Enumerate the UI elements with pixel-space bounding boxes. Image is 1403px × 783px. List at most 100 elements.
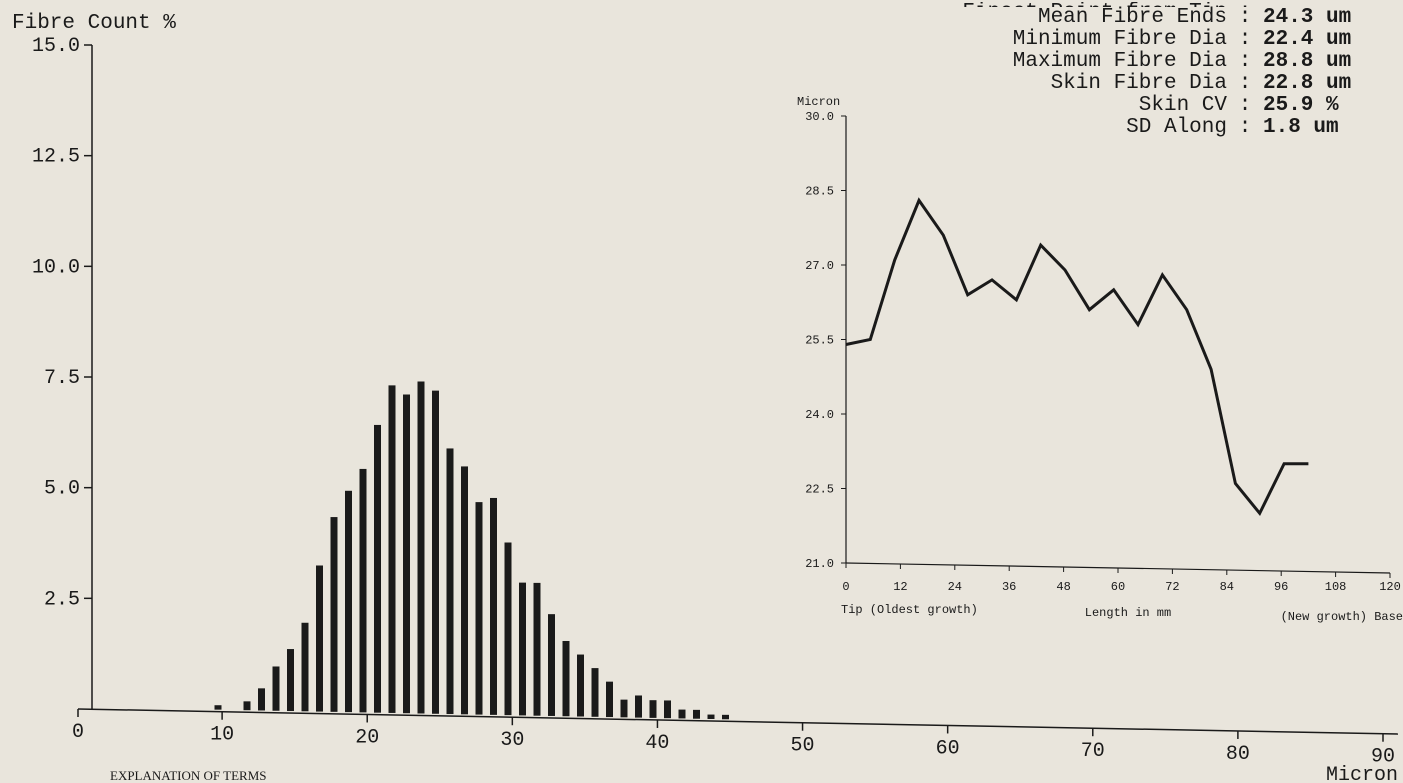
inset-y-axis-title: Micron <box>797 95 840 109</box>
inset-x-tick-label: 84 <box>1220 580 1234 594</box>
y-tick-label: 10.0 <box>32 256 80 279</box>
x-tick-label: 0 <box>72 721 84 744</box>
diameter-profile-chart: Micron 21.0 22.5 24.0 25.5 27.0 28.5 30.0 0 12 24 3… <box>797 95 1403 624</box>
footer-text: EXPLANATION OF TERMS <box>110 768 267 783</box>
inset-x-tick-label: 0 <box>842 580 849 594</box>
y-tick-label: 15.0 <box>32 35 80 58</box>
histogram-bar <box>359 468 367 713</box>
histogram-bar <box>649 700 657 718</box>
stat-separator: : <box>1238 28 1252 51</box>
inset-x-tick-label: 120 <box>1379 580 1401 594</box>
x-axis-title: Micron <box>1326 764 1398 783</box>
x-tick-label: 70 <box>1081 740 1105 763</box>
inset-x-label-base: (New growth) Base <box>1281 610 1403 624</box>
stat-separator: : <box>1238 94 1252 117</box>
stats-panel: Finest Point from Tip : Mean Fibre Ends … <box>962 2 1375 139</box>
inset-y-tick-label: 24.0 <box>805 408 834 422</box>
x-tick-label: 20 <box>355 726 379 749</box>
histogram-bar <box>461 466 468 715</box>
histogram-bar <box>214 705 222 710</box>
histogram-bar <box>403 394 410 714</box>
x-tick-label: 30 <box>500 729 524 752</box>
x-tick-label: 90 <box>1371 746 1395 769</box>
histogram-bar <box>417 381 425 714</box>
histogram-bar <box>504 542 512 716</box>
stat-value: 22.8 um <box>1263 72 1352 95</box>
y-tick-label: 5.0 <box>44 478 80 501</box>
stat-value: 28.8 um <box>1263 50 1352 73</box>
x-tick-label: 60 <box>936 737 960 760</box>
histogram-bar <box>330 517 338 712</box>
stat-separator: : <box>1238 50 1252 73</box>
inset-x-tick-label: 60 <box>1111 580 1125 594</box>
stat-value: 1.8 um <box>1263 116 1339 139</box>
histogram-chart: Fibre Count % 2.5 5.0 7.5 10.0 12.5 15.0 0 10 20 3… <box>12 12 1399 783</box>
histogram-bar <box>316 565 323 712</box>
histogram-bar <box>678 709 686 719</box>
inset-x-tick-label: 36 <box>1002 580 1016 594</box>
diameter-series-line <box>845 197 1309 517</box>
histogram-bar <box>388 385 396 713</box>
histogram-bar <box>693 709 700 719</box>
inset-y-tick-label: 27.0 <box>805 259 834 273</box>
stat-row: Mean Fibre Ends : 24.3 um <box>962 7 1375 29</box>
histogram-bar <box>620 699 628 718</box>
x-tick-label: 10 <box>210 724 234 747</box>
histogram-bar <box>519 582 526 716</box>
histogram-bar <box>374 424 381 713</box>
inset-y-tick-label: 25.5 <box>805 334 834 348</box>
x-tick-label: 80 <box>1226 743 1250 766</box>
stat-separator: : <box>1238 116 1252 139</box>
histogram-bar <box>345 490 352 713</box>
stat-label: Maximum Fibre Dia <box>1012 50 1227 73</box>
inset-x-tick-label: 48 <box>1056 580 1070 594</box>
histogram-bar <box>606 681 613 718</box>
y-axis-title: Fibre Count % <box>12 12 176 35</box>
x-tick-label: 40 <box>645 732 669 755</box>
inset-x-tick-label: 12 <box>893 580 907 594</box>
inset-y-tick-label: 22.5 <box>805 483 834 497</box>
stat-row: Minimum Fibre Dia : 22.4 um <box>962 29 1375 51</box>
inset-y-tick-label: 28.5 <box>805 185 834 199</box>
histogram-bar <box>562 640 570 717</box>
x-tick-label: 50 <box>791 735 815 758</box>
y-tick-label: 12.5 <box>32 146 80 169</box>
inset-x-tick-label: 72 <box>1165 580 1179 594</box>
histogram-bar <box>301 622 309 712</box>
inset-x-tick-label: 24 <box>948 580 962 594</box>
stat-value: 25.9 % <box>1263 94 1339 117</box>
x-axis <box>77 708 1399 735</box>
stat-label: Minimum Fibre Dia <box>1012 28 1227 51</box>
stat-label: Skin Fibre Dia <box>1050 72 1227 95</box>
stat-separator: : <box>1238 6 1252 29</box>
histogram-bar <box>432 390 439 714</box>
stat-row: Skin Fibre Dia : 22.8 um <box>962 73 1375 95</box>
inset-x-tick-label: 108 <box>1325 580 1347 594</box>
histogram-bar <box>591 668 599 717</box>
inset-x-axis-title: Length in mm <box>1085 606 1171 620</box>
histogram-bar <box>258 688 265 711</box>
histogram-bar <box>722 714 729 720</box>
stat-row: Skin CV : 25.9 % <box>962 95 1375 117</box>
histogram-bar <box>446 448 454 715</box>
stat-label: Mean Fibre Ends <box>1037 6 1227 29</box>
stat-value: 22.4 um <box>1263 28 1352 51</box>
inset-y-tick-label: 21.0 <box>805 557 834 571</box>
y-tick-label: 2.5 <box>44 588 80 611</box>
histogram-bar <box>475 502 483 715</box>
histogram-bar <box>533 582 541 716</box>
histogram-bar <box>243 701 251 711</box>
stat-separator: : <box>1238 72 1252 95</box>
inset-x-tick-label: 96 <box>1274 580 1288 594</box>
histogram-bar <box>635 695 642 718</box>
histogram-bar <box>577 654 584 717</box>
y-tick-label: 7.5 <box>44 367 80 390</box>
stat-label: Skin CV <box>1138 94 1227 117</box>
histogram-bar <box>664 700 671 719</box>
histogram-bar <box>272 666 280 711</box>
stat-label: Finest Point from Tip <box>962 2 1227 7</box>
inset-x-label-tip: Tip (Oldest growth) <box>841 603 978 617</box>
stats-cut-row: Finest Point from Tip : <box>962 2 1375 7</box>
stat-label: SD Along <box>1126 116 1227 139</box>
